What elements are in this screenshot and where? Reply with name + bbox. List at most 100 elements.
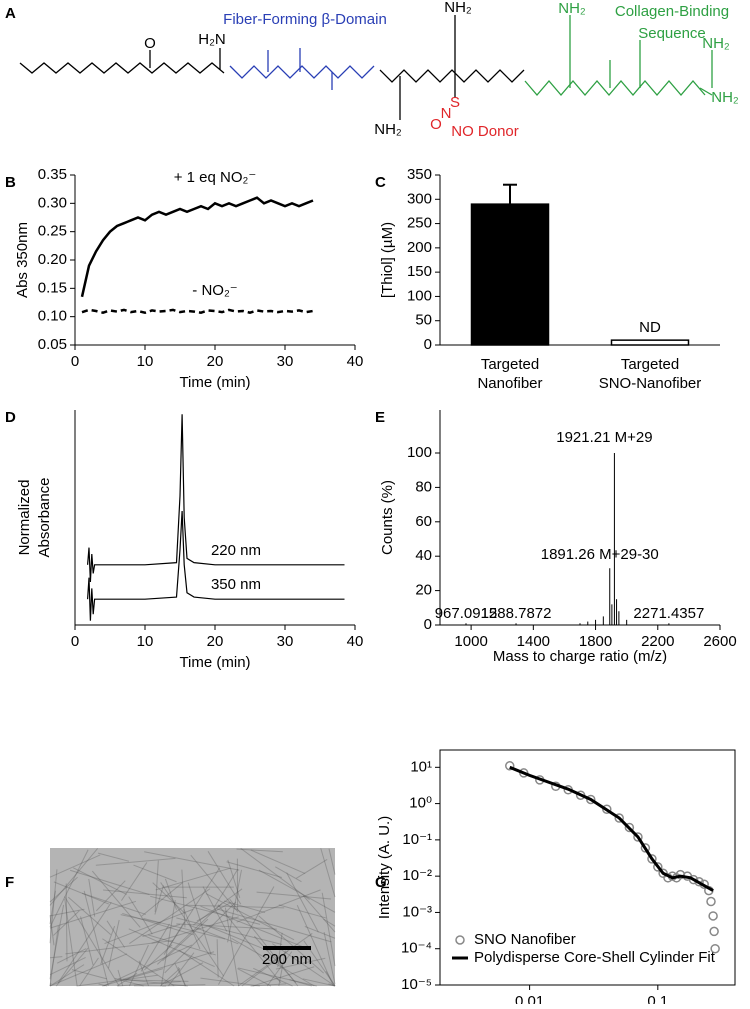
x-tick-label: 40 (347, 633, 364, 650)
y-tick-label: 10¹ (410, 758, 432, 775)
y-tick-label: 0.15 (38, 279, 67, 296)
y-axis-label: Abs 350nm (14, 222, 31, 298)
panel-letter: F (5, 874, 14, 891)
y-tick-label: 0.05 (38, 336, 67, 353)
series-line (88, 511, 345, 621)
atom-label: NH₂ (444, 0, 472, 16)
y-tick-label: 0.25 (38, 223, 67, 240)
x-tick-label: SNO-Nanofiber (599, 375, 702, 392)
y-tick-label: 100 (407, 444, 432, 461)
y-tick-label: 80 (415, 478, 432, 495)
x-tick-label: 0 (71, 633, 79, 650)
atom-label: NH₂ (558, 0, 586, 17)
y-tick-label: 0.35 (38, 166, 67, 183)
y-tick-label: 40 (415, 547, 432, 564)
data-point (710, 927, 718, 935)
x-tick-label: 10 (137, 633, 154, 650)
structure-label: Sequence (638, 25, 706, 42)
atom-label: N (441, 105, 452, 122)
x-tick-label: 30 (277, 633, 294, 650)
series-label: + 1 eq NO₂⁻ (174, 169, 257, 186)
y-tick-label: 0.30 (38, 194, 67, 211)
x-axis-label: Time (min) (179, 654, 250, 671)
x-tick-label: 0.01 (515, 993, 544, 1004)
x-tick-label: 40 (347, 353, 364, 370)
y-tick-label: 0.20 (38, 251, 67, 268)
peak-label: 1891.26 M+29-30 (541, 546, 659, 563)
y-tick-label: 100 (407, 287, 432, 304)
peak-label: 1288.7872 (481, 605, 552, 622)
bond (380, 70, 524, 82)
x-axis-label: Time (min) (179, 374, 250, 391)
peak-label: 2271.4357 (633, 605, 704, 622)
y-tick-label: 10⁻¹ (402, 831, 432, 848)
y-tick-label: 250 (407, 215, 432, 232)
panel-letter: D (5, 409, 16, 426)
y-axis-label: Counts (%) (379, 480, 396, 555)
x-tick-label: 10 (137, 353, 154, 370)
x-tick-label: 0 (71, 353, 79, 370)
y-tick-label: 0 (424, 616, 432, 633)
y-tick-label: 50 (415, 312, 432, 329)
y-tick-label: 350 (407, 166, 432, 183)
x-tick-label: Targeted (481, 356, 539, 373)
y-tick-label: 10⁻⁵ (401, 976, 432, 993)
data-point (707, 898, 715, 906)
bond (230, 66, 374, 78)
x-tick-label: 30 (277, 353, 294, 370)
atom-label: NH₂ (702, 35, 730, 52)
x-tick-label: 2600 (703, 633, 736, 650)
y-tick-label: 10⁻³ (402, 903, 432, 920)
x-tick-label: Targeted (621, 356, 679, 373)
scale-bar (263, 946, 311, 950)
x-tick-label: Nanofiber (477, 375, 542, 392)
y-tick-label: 0.10 (38, 308, 67, 325)
data-point (709, 912, 717, 920)
y-axis-label: Normalized (16, 480, 33, 556)
legend-marker (456, 936, 464, 944)
y-axis-label: [Thiol] (µM) (379, 222, 396, 298)
x-tick-label: 20 (207, 353, 224, 370)
y-tick-label: 300 (407, 190, 432, 207)
bar (612, 340, 689, 345)
atom-label: NH₂ (711, 89, 739, 106)
y-tick-label: 0 (424, 336, 432, 353)
bar-annotation: ND (639, 319, 661, 336)
y-tick-label: 10⁻² (402, 867, 432, 884)
peak-label: 1921.21 M+29 (556, 429, 652, 446)
structure-label: Fiber-Forming β-Domain (223, 11, 387, 28)
structure-label: NO Donor (451, 123, 519, 140)
y-tick-label: 60 (415, 513, 432, 530)
atom-label: O (430, 116, 442, 133)
y-axis-label: Absorbance (36, 477, 53, 557)
y-tick-label: 10⁰ (409, 795, 432, 812)
y-tick-label: 20 (415, 582, 432, 599)
panel-letter: B (5, 174, 16, 191)
scale-bar-label: 200 nm (262, 951, 312, 968)
structure-label: Collagen-Binding (615, 3, 729, 20)
series-line (82, 310, 313, 313)
trace-label: 350 nm (211, 576, 261, 593)
trace-label: 220 nm (211, 542, 261, 559)
x-tick-label: 1000 (454, 633, 487, 650)
x-tick-label: 20 (207, 633, 224, 650)
y-tick-label: 10⁻⁴ (401, 940, 432, 957)
y-axis-label: Intensity (A. U.) (376, 816, 393, 919)
y-tick-label: 200 (407, 239, 432, 256)
atom-label: H₂N (198, 31, 226, 48)
bond (20, 63, 224, 73)
x-tick-label: 0.1 (647, 993, 668, 1004)
legend-label: Polydisperse Core-Shell Cylinder Fit (474, 949, 716, 966)
panel-letter: C (375, 174, 386, 191)
atom-label: NH₂ (374, 121, 402, 138)
x-axis-label: Mass to charge ratio (m/z) (493, 648, 667, 665)
y-tick-label: 150 (407, 263, 432, 280)
panel-letter: E (375, 409, 385, 426)
bond (525, 81, 705, 95)
atom-label: S (450, 94, 460, 111)
bar (472, 204, 549, 345)
panel-letter: A (5, 5, 16, 22)
atom-label: O (144, 35, 156, 52)
series-label: - NO₂⁻ (192, 282, 237, 299)
